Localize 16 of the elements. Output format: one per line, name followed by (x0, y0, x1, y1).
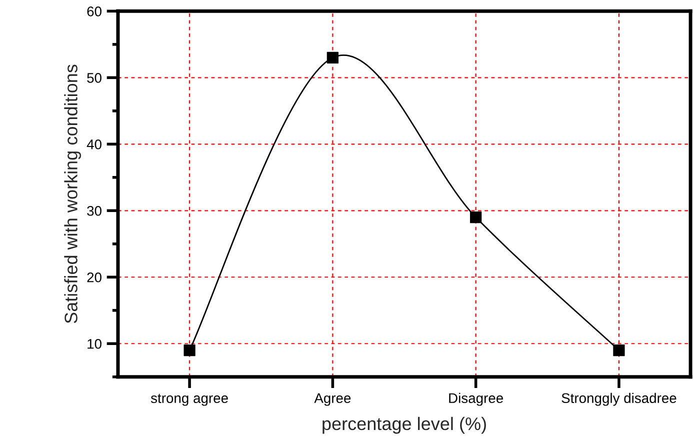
x-tick-label: strong agree (150, 394, 228, 406)
y-axis-title: Satisfied with working conditions (64, 64, 82, 324)
point (470, 211, 482, 224)
point (184, 344, 196, 356)
x-tick-label: Stronggly disadree (562, 392, 676, 406)
x-tick-label: Disagree (449, 392, 503, 406)
point (326, 52, 338, 64)
y-tick-label: 50 (87, 72, 102, 83)
y-tick-label: 60 (87, 6, 102, 16)
x-tick-label: Agree (314, 393, 351, 406)
y-tick-label: 10 (88, 338, 102, 349)
y-tick-label: 20 (87, 272, 102, 282)
x-axis-title: percentage level (%) (322, 416, 486, 434)
y-tick-label: 40 (86, 139, 102, 150)
point (613, 344, 625, 356)
y-tick-label: 30 (87, 206, 102, 216)
